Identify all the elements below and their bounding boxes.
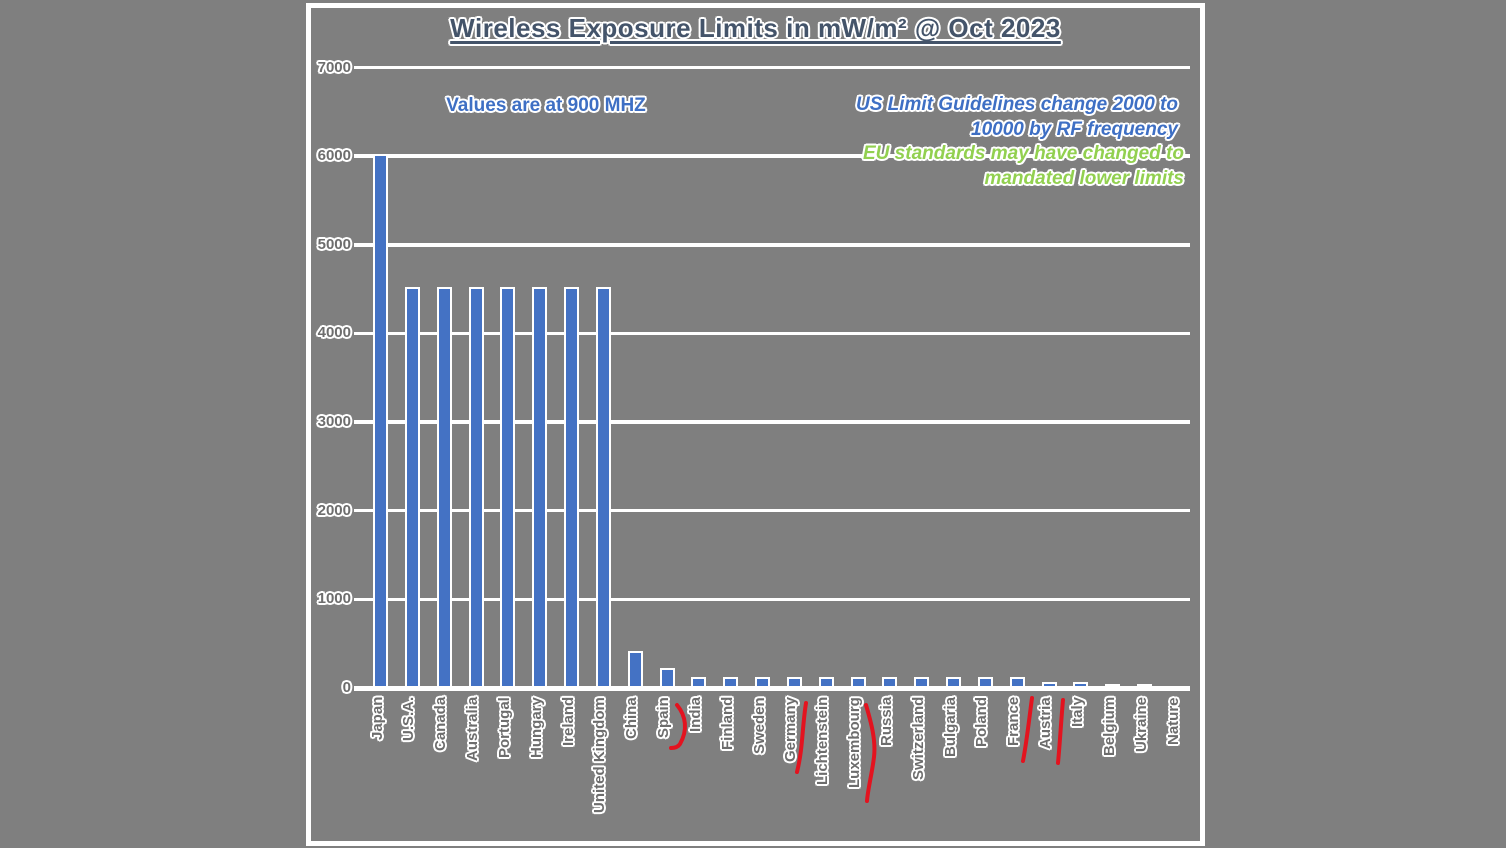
bar-france bbox=[1011, 679, 1023, 686]
us-limit-note: US Limit Guidelines change 2000 to 10000… bbox=[818, 93, 1178, 142]
bar-hungary bbox=[534, 289, 546, 686]
x-axis-label-france: France bbox=[1005, 697, 1023, 747]
eu-standards-note-line1: EU standards may have changed to bbox=[863, 143, 1184, 164]
x-axis-label-canada: Canada bbox=[432, 697, 450, 752]
x-axis-label-ukraine: Ukraine bbox=[1132, 697, 1150, 753]
bar-switzerland bbox=[916, 679, 928, 686]
x-axis-label-ireland: Ireland bbox=[559, 697, 577, 747]
x-axis-label-china: China bbox=[623, 697, 641, 739]
x-axis-line bbox=[354, 685, 1190, 691]
x-axis-label-austria: Austria bbox=[1037, 697, 1055, 749]
gridline-4000 bbox=[354, 331, 1190, 336]
gridline-1000 bbox=[354, 597, 1190, 602]
x-axis-label-germany: Germany bbox=[782, 697, 800, 763]
bar-germany bbox=[788, 679, 800, 686]
x-axis-label-india: India bbox=[686, 697, 704, 733]
x-axis-label-luxembourg: Luxembourg bbox=[846, 697, 864, 788]
x-axis-label-belgium: Belgium bbox=[1100, 697, 1118, 757]
y-axis-label-4000: 4000 bbox=[317, 324, 351, 342]
x-axis-label-nature: Nature bbox=[1164, 697, 1182, 745]
x-axis-label-lichtenstein: Lichtenstein bbox=[814, 697, 832, 786]
y-axis-label-6000: 6000 bbox=[317, 147, 351, 165]
x-axis-label-hungary: Hungary bbox=[527, 697, 545, 758]
x-axis-label-sweden: Sweden bbox=[750, 697, 768, 754]
x-axis-label-japan: Japan bbox=[368, 697, 386, 741]
bar-finland bbox=[725, 679, 737, 686]
x-axis-label-italy: Italy bbox=[1068, 697, 1086, 728]
gridline-2000 bbox=[354, 508, 1190, 513]
bar-japan bbox=[375, 156, 386, 686]
gridline-5000 bbox=[354, 243, 1190, 247]
x-axis-label-switzerland: Switzerland bbox=[909, 697, 927, 781]
bar-spain bbox=[661, 670, 673, 686]
bar-sweden bbox=[757, 679, 769, 686]
bar-lichtenstein bbox=[820, 679, 832, 686]
x-axis-label-portugal: Portugal bbox=[495, 697, 513, 758]
bar-united-kingdom bbox=[597, 289, 609, 686]
x-axis-label-australia: Australia bbox=[464, 697, 482, 762]
y-axis-label-2000: 2000 bbox=[317, 501, 351, 519]
x-axis-label-bulgaria: Bulgaria bbox=[941, 697, 959, 758]
bar-austria bbox=[1043, 683, 1055, 686]
gridline-3000 bbox=[354, 420, 1190, 424]
bar-australia bbox=[470, 289, 482, 686]
y-axis-label-3000: 3000 bbox=[317, 413, 351, 431]
y-axis-label-7000: 7000 bbox=[317, 58, 351, 76]
x-axis-label-united-kingdom: United Kingdom bbox=[591, 697, 609, 813]
x-axis-label-russia: Russia bbox=[877, 697, 895, 747]
x-axis-label-poland: Poland bbox=[973, 697, 991, 748]
eu-standards-note: EU standards may have changed to mandate… bbox=[818, 142, 1184, 191]
bar-portugal bbox=[502, 289, 514, 686]
y-axis-label-5000: 5000 bbox=[317, 235, 351, 253]
bar-u-s-a- bbox=[406, 289, 418, 686]
y-axis-label-0: 0 bbox=[342, 679, 351, 696]
bar-poland bbox=[979, 679, 991, 686]
x-axis-label-finland: Finland bbox=[718, 697, 736, 751]
bar-canada bbox=[438, 289, 450, 686]
x-axis-label-spain: Spain bbox=[655, 697, 673, 738]
bar-ireland bbox=[566, 289, 578, 686]
bar-bulgaria bbox=[948, 679, 960, 686]
bar-china bbox=[629, 652, 641, 686]
chart-title: Wireless Exposure Limits in mW/m² @ Oct … bbox=[450, 13, 1061, 43]
bar-russia bbox=[884, 679, 896, 686]
y-axis-label-1000: 1000 bbox=[317, 590, 351, 608]
us-limit-note-line1: US Limit Guidelines change 2000 to bbox=[855, 94, 1178, 115]
eu-standards-note-line2: mandated lower limits bbox=[984, 167, 1184, 189]
x-axis-label-u-s-a-: U.S.A. bbox=[400, 697, 418, 742]
bar-india bbox=[693, 679, 705, 686]
bar-italy bbox=[1075, 683, 1087, 686]
values-note: Values are at 900 MHZ bbox=[446, 95, 646, 116]
chart-frame bbox=[306, 3, 1205, 846]
gridline-7000 bbox=[354, 65, 1190, 70]
us-limit-note-line2: 10000 by RF frequency bbox=[971, 118, 1178, 140]
gridline-6000 bbox=[354, 154, 1190, 158]
bar-luxembourg bbox=[852, 679, 864, 686]
